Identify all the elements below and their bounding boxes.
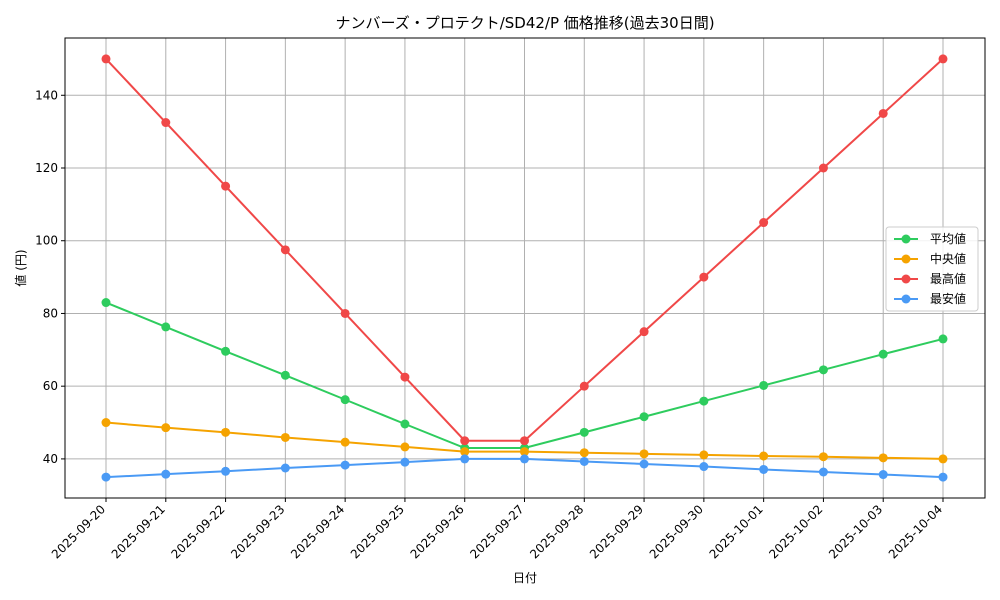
data-point <box>161 322 171 332</box>
data-point <box>938 472 948 482</box>
data-point <box>400 372 410 382</box>
y-tick-label: 80 <box>43 306 58 320</box>
y-tick-label: 140 <box>35 88 58 102</box>
data-point <box>759 451 769 461</box>
data-point <box>280 463 290 473</box>
chart-title: ナンバーズ・プロテクト/SD42/P 価格推移(過去30日間) <box>335 14 714 32</box>
data-point <box>460 447 470 457</box>
data-point <box>878 108 888 118</box>
data-point <box>938 54 948 64</box>
legend-label: 最安値 <box>930 291 966 306</box>
legend-marker <box>901 294 911 304</box>
data-point <box>161 118 171 128</box>
data-point <box>460 454 470 464</box>
legend-label: 最高値 <box>930 271 966 286</box>
data-point <box>221 346 231 356</box>
series-2 <box>101 54 948 446</box>
data-point <box>699 450 709 460</box>
x-axis-label: 日付 <box>513 571 537 585</box>
data-point <box>400 442 410 452</box>
data-point <box>400 419 410 429</box>
data-point <box>340 395 350 405</box>
data-point <box>699 272 709 282</box>
data-point <box>878 470 888 480</box>
data-point <box>101 472 111 482</box>
series-3 <box>101 454 948 482</box>
data-point <box>639 459 649 469</box>
data-point <box>101 418 111 428</box>
data-point <box>759 218 769 228</box>
data-point <box>101 298 111 308</box>
y-axis-label: 値 (円) <box>13 249 28 286</box>
data-point <box>818 365 828 375</box>
data-point <box>639 327 649 337</box>
y-tick-label: 40 <box>43 452 58 466</box>
data-point <box>280 245 290 255</box>
data-point <box>161 423 171 433</box>
data-point <box>460 436 470 446</box>
data-point <box>639 449 649 459</box>
legend-box <box>885 226 979 312</box>
data-point <box>520 454 529 464</box>
data-point <box>221 466 231 476</box>
data-point <box>101 54 111 64</box>
data-point <box>161 469 171 479</box>
data-point <box>938 454 948 464</box>
data-point <box>818 163 828 173</box>
y-tick-label: 120 <box>35 161 58 175</box>
y-tick-label: 100 <box>35 234 58 248</box>
data-point <box>938 334 948 344</box>
data-point <box>759 464 769 474</box>
legend-label: 中央値 <box>930 251 966 266</box>
legend-marker <box>901 274 911 284</box>
y-axis-ticks: 40 60 80 100 120 140 <box>35 88 65 466</box>
data-point <box>878 349 888 359</box>
data-point <box>699 462 709 472</box>
data-point <box>400 457 410 467</box>
data-point <box>579 427 589 437</box>
data-point <box>579 448 589 458</box>
series-layer <box>101 54 948 482</box>
data-point <box>818 467 828 477</box>
data-point <box>520 436 529 446</box>
series-1 <box>101 418 948 464</box>
data-point <box>340 460 350 470</box>
data-point <box>221 427 231 437</box>
data-point <box>340 308 350 318</box>
data-point <box>280 432 290 442</box>
data-point <box>221 181 231 191</box>
legend-label: 平均値 <box>930 231 966 246</box>
data-point <box>340 437 350 447</box>
data-point <box>639 412 649 422</box>
data-point <box>579 381 589 391</box>
y-tick-label: 60 <box>43 379 58 393</box>
data-point <box>579 456 589 466</box>
data-point <box>699 396 709 406</box>
data-point <box>759 380 769 390</box>
data-point <box>280 370 290 380</box>
legend-marker <box>901 254 911 264</box>
data-point <box>520 447 529 457</box>
data-point <box>818 452 828 462</box>
legend-marker <box>901 234 911 244</box>
data-point <box>878 453 888 463</box>
